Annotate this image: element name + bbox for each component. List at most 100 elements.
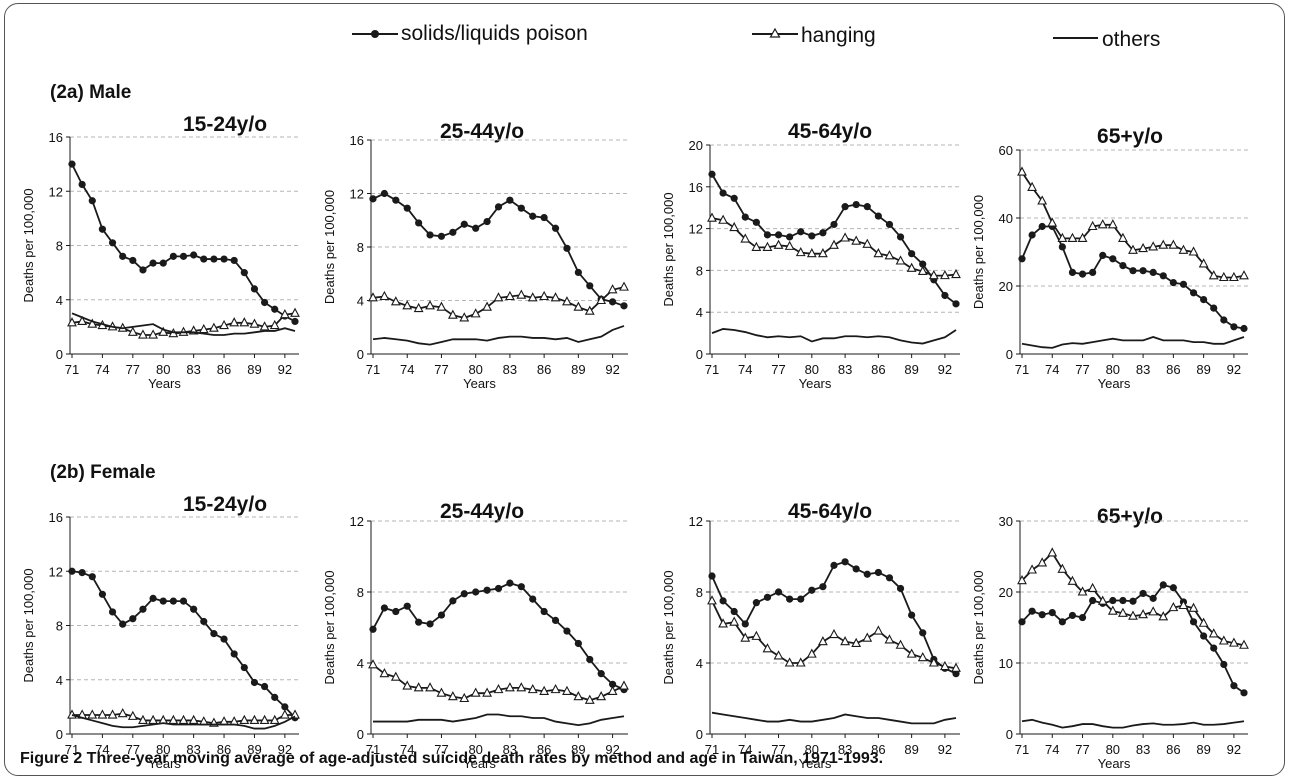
chart-male-15-24: 15-24y/o 0 4 8 12 16 71 74 77 80 83 86 89 92 Years Deat… [21,113,300,391]
data-point-solids-liquids-poison [819,583,827,591]
series-line-others [711,711,957,725]
data-point-solids-liquids-poison [472,588,480,596]
series-line-others [711,328,957,345]
data-point-solids-liquids-poison [730,607,738,616]
y-tick-label: 8 [357,585,364,600]
data-point-hanging [229,317,240,327]
data-point-hanging [148,714,159,724]
x-tick-label: 80 [1106,742,1120,757]
data-point-hanging [928,657,939,667]
data-point-hanging [795,246,806,257]
data-point-solids-liquids-poison [608,680,617,688]
data-point-hanging [188,714,199,724]
x-tick-label: 86 [537,742,551,757]
legend-poison-label: solids/liquids poison [401,22,588,45]
data-point-solids-liquids-poison [129,615,137,623]
data-point-hanging [1188,246,1199,256]
data-point-hanging [619,281,629,291]
data-point-solids-liquids-poison [863,570,871,578]
legend-others-label: others [1102,28,1161,51]
x-tick-label: 92 [1227,742,1241,757]
data-point-hanging [527,292,538,302]
data-point-hanging [1087,582,1098,593]
data-point-solids-liquids-poison [540,607,548,616]
data-point-solids-liquids-poison [741,213,749,221]
data-point-hanging [1037,557,1048,567]
data-point-hanging [1097,219,1108,229]
data-point-hanging [459,692,470,703]
data-point-hanging [208,322,219,332]
data-point-hanging [740,233,751,243]
data-point-solids-liquids-poison [808,232,816,240]
data-point-hanging [550,292,561,302]
data-point-solids-liquids-poison [952,300,960,308]
data-point-hanging [1087,220,1098,231]
data-point-hanging [269,714,280,724]
data-point-hanging [368,659,378,669]
data-point-hanging [884,250,895,260]
data-point-solids-liquids-poison [369,195,377,203]
data-point-hanging [1128,610,1138,620]
data-point-hanging [279,709,290,719]
x-tick-label: 83 [1136,362,1150,377]
x-tick-label: 71 [1015,742,1029,757]
x-tick-label: 74 [738,362,752,377]
data-point-hanging [1128,244,1138,254]
data-point-hanging [817,248,828,258]
x-axis-label: Years [463,376,496,391]
data-point-solids-liquids-poison [1230,323,1238,331]
data-point-hanging [279,309,290,319]
data-point-hanging [607,284,618,294]
data-point-solids-liquids-poison [551,224,560,232]
data-point-solids-liquids-poison [1119,262,1127,270]
data-point-hanging [138,329,148,339]
data-point-hanging [390,296,401,306]
x-tick-label: 71 [366,742,380,757]
y-tick-label: 12 [689,514,703,529]
data-point-solids-liquids-poison [119,620,127,628]
data-point-hanging [1208,628,1219,638]
x-tick-label: 86 [1166,362,1180,377]
data-point-solids-liquids-poison [786,595,794,603]
y-tick-label: 0 [1006,727,1013,742]
data-point-solids-liquids-poison [885,574,894,582]
section-label-female: (2b) Female [50,462,156,483]
x-axis-label: Years [1098,376,1131,391]
data-point-hanging [390,671,401,681]
data-point-hanging [740,632,751,642]
data-point-solids-liquids-poison [230,256,238,265]
data-point-hanging [436,301,447,311]
data-point-solids-liquids-poison [1200,296,1208,304]
data-point-hanging [107,709,118,719]
x-tick-label: 71 [65,362,79,377]
data-point-hanging [259,321,270,331]
data-point-hanging [504,290,515,301]
y-tick-label: 16 [689,180,703,195]
data-point-solids-liquids-poison [271,305,279,313]
data-point-solids-liquids-poison [1139,267,1147,275]
data-point-solids-liquids-poison [1048,608,1056,617]
data-point-solids-liquids-poison [786,233,794,241]
data-point-hanging [1148,606,1159,616]
y-tick-label: 20 [999,585,1013,600]
data-point-solids-liquids-poison [874,568,882,577]
data-point-hanging [138,714,148,724]
data-point-solids-liquids-poison [719,189,727,197]
data-point-solids-liquids-poison [108,608,117,616]
data-point-hanging [1168,601,1179,612]
chart-title: 65+y/o [1097,505,1163,528]
data-point-hanging [436,687,447,697]
data-point-hanging [1107,219,1118,229]
data-point-hanging [1047,547,1058,557]
y-tick-label: 0 [696,347,703,362]
data-point-solids-liquids-poison [1068,268,1077,276]
data-point-hanging [470,308,481,318]
data-point-solids-liquids-poison [210,255,218,263]
y-axis-label: Deaths per 100,000 [21,568,36,682]
data-point-solids-liquids-poison [1159,581,1167,589]
x-tick-label: 71 [705,362,719,377]
data-point-hanging [895,639,906,649]
series-line-hanging [372,664,625,702]
data-point-solids-liquids-poison [808,586,816,594]
data-point-solids-liquids-poison [220,255,228,263]
